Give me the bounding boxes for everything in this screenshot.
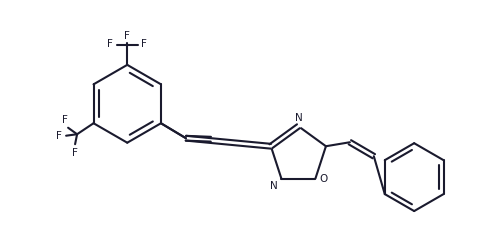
Text: F: F [141, 40, 147, 49]
Text: O: O [319, 174, 327, 184]
Text: F: F [72, 148, 78, 158]
Text: F: F [62, 115, 68, 125]
Text: F: F [124, 31, 130, 41]
Text: N: N [294, 114, 302, 123]
Text: F: F [107, 40, 113, 49]
Text: F: F [56, 131, 62, 141]
Text: N: N [270, 181, 278, 191]
